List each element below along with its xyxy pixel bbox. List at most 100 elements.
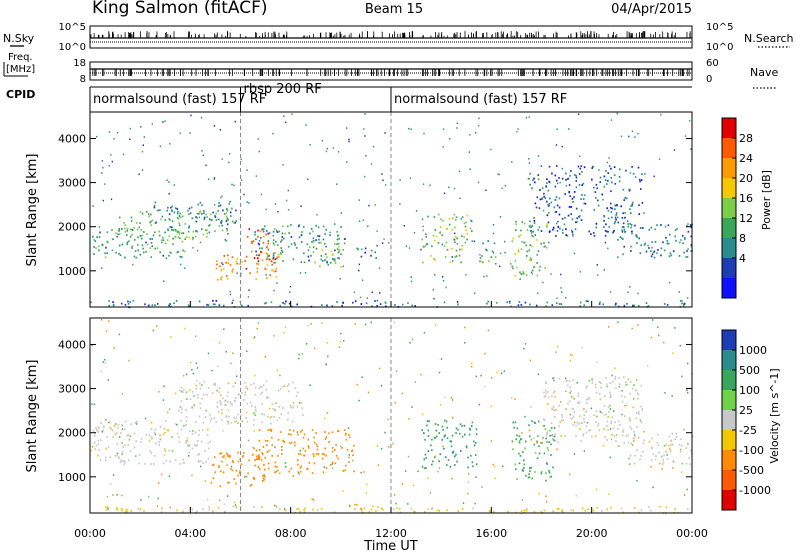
heatmap-cell	[690, 235, 692, 238]
heatmap-cell	[458, 254, 461, 257]
heatmap-cell	[215, 300, 218, 302]
heatmap-cell	[674, 438, 677, 441]
heatmap-cell	[453, 187, 456, 190]
heatmap-cell	[368, 510, 371, 513]
heatmap-cell	[264, 456, 266, 459]
heatmap-cell	[254, 406, 257, 408]
heatmap-cell	[187, 445, 190, 447]
heatmap-cell	[427, 435, 430, 437]
heatmap-cell	[536, 274, 539, 277]
heatmap-cell	[158, 390, 160, 393]
heatmap-cell	[199, 402, 201, 405]
heatmap-cell	[383, 238, 385, 240]
heatmap-cell	[624, 415, 626, 417]
heatmap-cell	[307, 447, 310, 449]
heatmap-cell	[535, 206, 538, 209]
heatmap-cell	[298, 453, 300, 455]
heatmap-cell	[606, 508, 608, 511]
heatmap-cell	[525, 474, 527, 477]
heatmap-cell	[234, 382, 237, 384]
heatmap-cell	[320, 255, 323, 257]
colorbar-swatch	[722, 238, 736, 259]
heatmap-cell	[189, 212, 192, 215]
heatmap-cell	[297, 471, 300, 474]
heatmap-cell	[325, 150, 328, 153]
heatmap-cell	[276, 282, 278, 284]
heatmap-cell	[666, 240, 669, 242]
nsky-tick-high: 10^5	[59, 22, 86, 33]
heatmap-cell	[528, 225, 531, 228]
heatmap-cell	[296, 303, 298, 306]
heatmap-cell	[231, 220, 234, 223]
heatmap-cell	[572, 424, 574, 427]
heatmap-cell	[287, 245, 290, 248]
heatmap-cell	[423, 332, 426, 334]
heatmap-cell	[686, 488, 688, 491]
heatmap-cell	[195, 216, 197, 218]
heatmap-cell	[591, 435, 593, 438]
heatmap-cell	[634, 136, 636, 138]
heatmap-cell	[550, 475, 552, 478]
heatmap-cell	[623, 199, 625, 201]
heatmap-cell	[190, 361, 192, 364]
heatmap-cell	[552, 466, 554, 469]
heatmap-cell	[454, 455, 456, 458]
heatmap-cell	[120, 432, 122, 434]
heatmap-cell	[299, 510, 301, 513]
heatmap-cell	[164, 450, 167, 452]
heatmap-cell	[622, 429, 625, 432]
heatmap-cell	[252, 240, 255, 242]
heatmap-cell	[615, 440, 617, 442]
heatmap-cell	[274, 465, 276, 468]
heatmap-cell	[552, 437, 554, 440]
heatmap-cell	[381, 242, 384, 244]
heatmap-cell	[226, 217, 229, 220]
heatmap-cell	[455, 432, 457, 434]
heatmap-cell	[432, 234, 435, 237]
heatmap-cell	[490, 148, 492, 151]
heatmap-cell	[514, 253, 516, 255]
heatmap-cell	[588, 230, 590, 233]
heatmap-cell	[671, 443, 674, 446]
heatmap-cell	[290, 467, 293, 470]
heatmap-cell	[306, 243, 309, 246]
heatmap-cell	[629, 286, 631, 288]
heatmap-cell	[443, 301, 446, 304]
heatmap-cell	[275, 505, 278, 508]
heatmap-cell	[315, 443, 318, 446]
heatmap-cell	[229, 264, 232, 266]
heatmap-cell	[106, 240, 109, 243]
heatmap-cell	[682, 304, 685, 307]
heatmap-cell	[370, 163, 373, 165]
heatmap-cell	[553, 435, 556, 438]
heatmap-cell	[535, 239, 538, 241]
heatmap-cell	[541, 187, 544, 190]
heatmap-cell	[312, 251, 315, 254]
heatmap-cell	[414, 381, 416, 383]
heatmap-cell	[530, 406, 532, 408]
nsearch-tick-low: 10^0	[706, 42, 733, 53]
heatmap-cell	[596, 361, 598, 364]
colorbar-swatch	[722, 430, 736, 451]
heatmap-cell	[521, 468, 524, 471]
heatmap-cell	[303, 252, 305, 255]
heatmap-cell	[188, 236, 191, 239]
heatmap-cell	[524, 415, 526, 418]
heatmap-cell	[533, 510, 536, 513]
heatmap-cell	[342, 265, 345, 268]
heatmap-cell	[647, 365, 649, 367]
heatmap-cell	[595, 183, 598, 186]
heatmap-cell	[184, 223, 187, 225]
heatmap-cell	[545, 432, 548, 435]
heatmap-cell	[162, 462, 165, 465]
heatmap-cell	[315, 432, 317, 434]
heatmap-cell	[282, 260, 284, 263]
heatmap-cell	[544, 267, 547, 269]
heatmap-cell	[555, 351, 557, 353]
heatmap-cell	[551, 408, 553, 411]
heatmap-cell	[431, 508, 433, 510]
heatmap-cell	[656, 252, 658, 254]
heatmap-cell	[478, 403, 481, 406]
heatmap-cell	[545, 389, 547, 392]
heatmap-cell	[689, 224, 692, 226]
